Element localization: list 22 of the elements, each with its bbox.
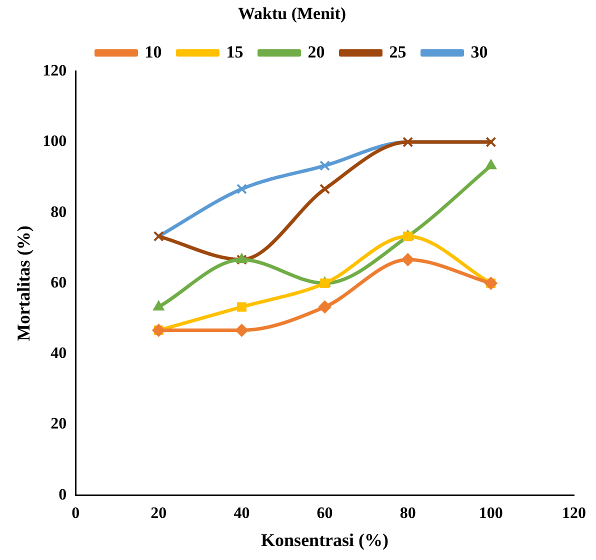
y-axis-title: Mortalitas (%) (13, 226, 34, 342)
y-tick-label: 100 (42, 133, 67, 150)
y-tick-label: 60 (50, 274, 67, 292)
y-tick-label: 80 (50, 204, 67, 221)
y-tick-label: 120 (42, 62, 67, 80)
y-tick-label: 40 (50, 345, 67, 362)
x-tick-label: 20 (150, 504, 167, 522)
x-tick-label: 0 (72, 504, 80, 522)
legend-label: 10 (144, 42, 162, 62)
legend-label: 30 (470, 42, 488, 62)
x-tick-label: 60 (316, 504, 333, 522)
legend-label: 25 (389, 42, 406, 62)
legend-label: 20 (308, 42, 325, 62)
x-tick-label: 100 (478, 504, 503, 522)
legend-title: Waktu (Menit) (238, 4, 346, 23)
x-tick-label: 80 (400, 504, 416, 522)
y-tick-label: 0 (58, 486, 67, 504)
x-tick-label: 40 (234, 504, 250, 522)
y-tick-label: 20 (50, 416, 67, 433)
x-axis-title: Konsentrasi (%) (261, 530, 389, 550)
x-tick-label: 120 (562, 504, 586, 522)
legend-label: 15 (226, 42, 244, 62)
